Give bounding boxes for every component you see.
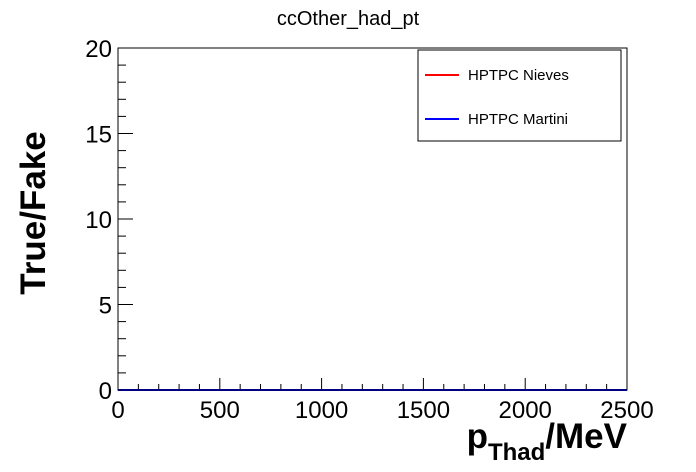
y-tick-label: 20 — [85, 36, 112, 63]
y-tick-label: 15 — [85, 122, 112, 149]
x-axis-label-main: p — [467, 417, 488, 456]
x-tick-label: 2500 — [600, 397, 653, 424]
x-tick-label: 500 — [200, 397, 240, 424]
legend-box — [417, 49, 622, 142]
y-tick-label: 10 — [85, 207, 112, 234]
x-tick-label: 1500 — [397, 397, 450, 424]
x-axis-label-subscript: Thad — [488, 439, 545, 466]
x-tick-labels: 0 500 1000 1500 2000 2500 — [111, 397, 653, 424]
y-tick-labels: 0 5 10 15 20 — [85, 36, 112, 405]
x-tick-label: 0 — [111, 397, 124, 424]
x-axis-label: pThad/MeV — [467, 417, 628, 466]
x-axis-label-unit: /MeV — [545, 417, 627, 456]
y-axis-label: True/Fake — [14, 131, 53, 294]
legend: HPTPC Nieves HPTPC Martini — [417, 49, 622, 142]
chart-title: ccOther_had_pt — [277, 8, 420, 30]
x-tick-label: 2000 — [499, 397, 552, 424]
y-tick-label: 5 — [99, 293, 112, 320]
y-tick-label: 0 — [99, 378, 112, 405]
plot-frame — [117, 47, 628, 391]
x-tick-label: 1000 — [295, 397, 348, 424]
legend-label-martini: HPTPC Martini — [468, 111, 568, 128]
legend-label-nieves: HPTPC Nieves — [468, 67, 569, 84]
